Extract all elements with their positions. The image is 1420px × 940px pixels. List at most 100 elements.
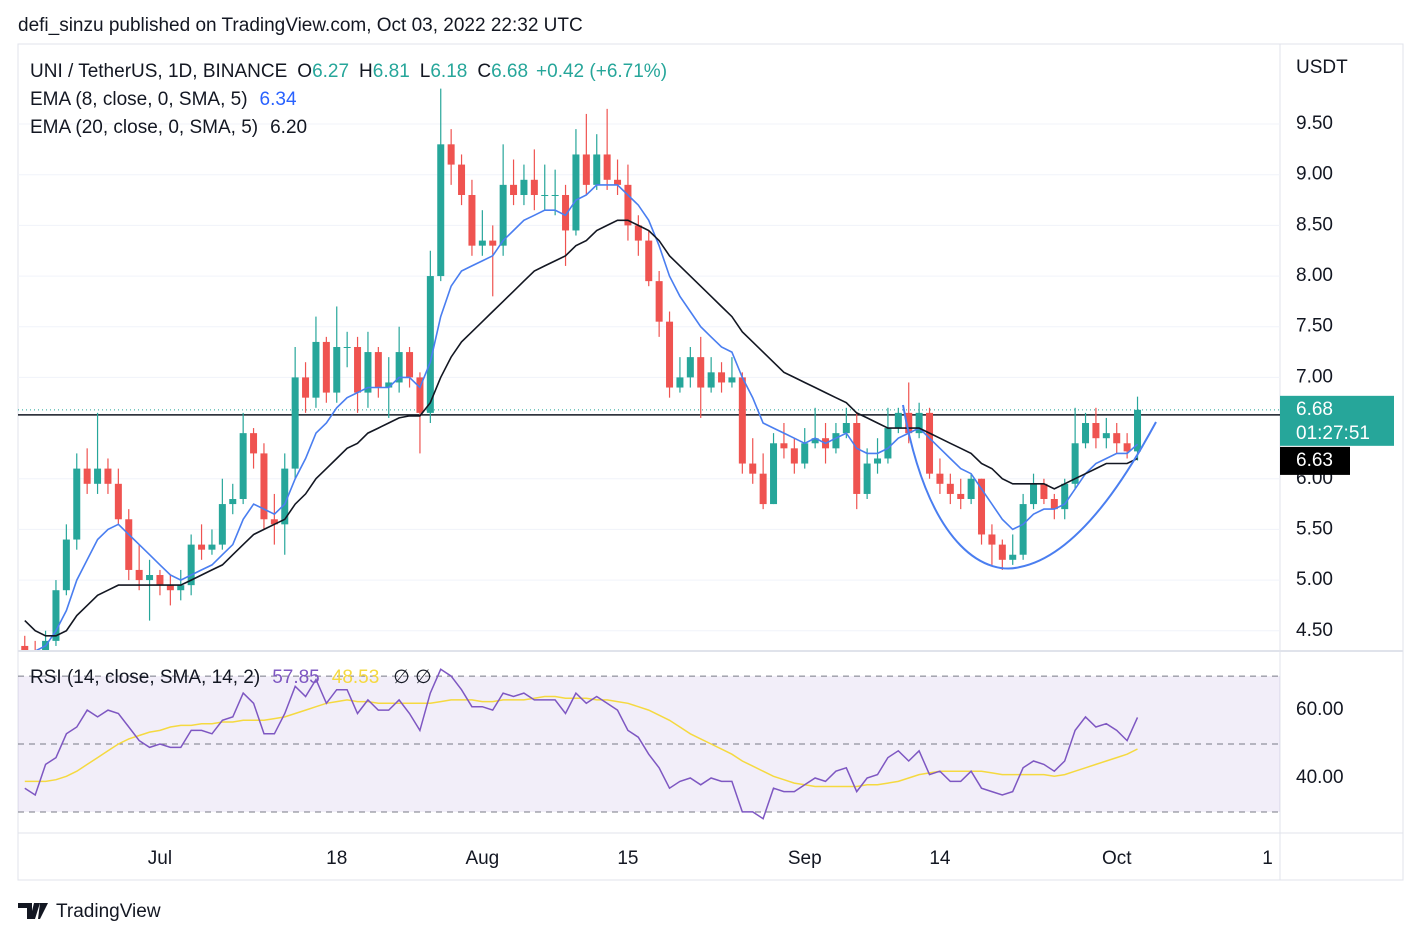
candle-body [270, 519, 278, 525]
candle-body [655, 281, 663, 322]
x-tick-label: Oct [1102, 848, 1132, 869]
symbol-title: UNI / TetherUS, 1D, BINANCE [30, 61, 287, 82]
candle-body [1082, 423, 1090, 444]
candle-body [759, 473, 767, 505]
candle-body [790, 448, 798, 464]
ema8-value: 6.34 [260, 89, 297, 110]
rsi-sma-value: 48.53 [332, 667, 380, 688]
current-price-label: 6.68 [1296, 399, 1333, 420]
candle-body [1061, 483, 1069, 510]
candle-body [21, 645, 29, 650]
y-tick-label: 5.50 [1296, 518, 1333, 539]
candle-body [364, 352, 372, 393]
candle-body [447, 144, 455, 165]
high-value: 6.81 [373, 61, 410, 82]
rsi-extras: ∅ ∅ [393, 667, 431, 688]
candle-body [198, 544, 206, 550]
rsi-legend: RSI (14, close, SMA, 14, 2) 57.85 48.53 ∅ ∅ [30, 667, 432, 688]
candle-body [250, 433, 258, 454]
candle-body [926, 412, 934, 474]
candle-body [374, 352, 382, 388]
close-value: 6.68 [491, 61, 528, 82]
y-tick-label: 4.50 [1296, 620, 1333, 641]
candle-body [676, 377, 684, 388]
chart-frame [17, 43, 1404, 881]
rsi-tick-label: 40.00 [1296, 767, 1344, 788]
x-tick-label: 15 [617, 848, 638, 869]
change-value: +0.42 (+6.71%) [536, 61, 667, 82]
candle-body [884, 428, 892, 459]
candle-body [114, 483, 122, 520]
open-value: 6.27 [312, 61, 349, 82]
rsi-tick-label: 60.00 [1296, 699, 1344, 720]
candle-body [437, 144, 445, 277]
y-tick-label: 5.00 [1296, 569, 1333, 590]
candle-body [1050, 499, 1058, 510]
candle-body [458, 164, 466, 195]
ema8-name: EMA (8, close, 0, SMA, 5) [30, 89, 248, 110]
candle-body [1040, 483, 1048, 500]
candle-body [978, 478, 986, 535]
rsi-value: 57.85 [272, 667, 320, 688]
candle-body [728, 377, 736, 383]
candle-body [738, 377, 746, 464]
candle-body [530, 179, 538, 195]
candle-body [541, 194, 549, 196]
rsi-name: RSI (14, close, SMA, 14, 2) [30, 667, 260, 688]
candle-body [582, 154, 590, 185]
close-label: C [477, 61, 491, 82]
countdown-label: 01:27:51 [1296, 423, 1370, 444]
candle-body [187, 544, 195, 586]
candle-body [936, 473, 944, 484]
candle-body [593, 154, 601, 185]
y-tick-label: 9.00 [1296, 164, 1333, 185]
candle-body [988, 534, 996, 545]
candle-body [905, 412, 913, 434]
candle-body [478, 240, 486, 246]
x-tick-label: Jul [148, 848, 172, 869]
candle-body [354, 347, 362, 393]
candle-body [832, 433, 840, 449]
candle-body [863, 463, 871, 494]
candle-body [645, 240, 653, 282]
candle-body [468, 194, 476, 246]
symbol-legend: UNI / TetherUS, 1D, BINANCE O6.27 H6.81 L6.… [30, 61, 667, 82]
low-value: 6.18 [430, 61, 467, 82]
candle-body [718, 372, 726, 383]
candle-body [749, 463, 757, 474]
rsi-line [24, 668, 1139, 820]
candle-body [842, 423, 850, 434]
y-tick-label: 7.50 [1296, 316, 1333, 337]
high-label: H [359, 61, 373, 82]
candle-body [697, 357, 705, 388]
candle-body [94, 468, 102, 484]
candle-body [603, 154, 611, 180]
candle-body [146, 575, 154, 581]
candle-body [853, 423, 861, 494]
candle-body [510, 184, 518, 195]
candle-body [156, 575, 164, 586]
candle-body [322, 341, 330, 393]
publisher: defi_sinzu published on TradingView.com,… [18, 15, 583, 36]
candle-body [1102, 433, 1110, 439]
candle-body [416, 377, 424, 413]
y-tick-label: 9.50 [1296, 113, 1333, 134]
ema20-name: EMA (20, close, 0, SMA, 5) [30, 117, 258, 138]
candle-body [333, 347, 341, 393]
candle-body [562, 194, 570, 231]
candle-body [499, 184, 507, 246]
candle-body [874, 458, 882, 464]
candle-body [73, 468, 81, 540]
ema-line [24, 219, 1138, 637]
candle-body [666, 321, 674, 388]
ema8-legend: EMA (8, close, 0, SMA, 5) 6.34 [30, 89, 297, 110]
candle-body [312, 341, 320, 398]
x-tick-label: 1 [1262, 848, 1273, 869]
axes: Jul 18 Aug 15 Sep 14 Oct 14.505.005.506.007.007… [148, 113, 1344, 869]
candle-body [1092, 423, 1100, 439]
candle-body [780, 443, 788, 449]
y-tick-label: 7.00 [1296, 366, 1333, 387]
candle-body [572, 154, 580, 231]
candle-body [1030, 483, 1038, 505]
candle-body [1009, 554, 1017, 560]
